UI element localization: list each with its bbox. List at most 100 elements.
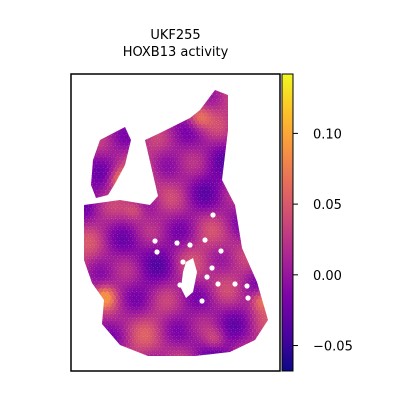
spot	[113, 116, 119, 122]
spot	[92, 328, 98, 333]
tissue-gap	[245, 295, 251, 301]
spot	[241, 236, 247, 242]
spot	[128, 185, 133, 191]
spot	[201, 328, 207, 333]
spot	[84, 335, 85, 341]
spot	[235, 189, 240, 195]
spot	[197, 94, 203, 100]
spot	[247, 90, 253, 93]
spot	[128, 222, 133, 228]
spot	[251, 226, 257, 231]
spot	[117, 255, 123, 260]
spot	[195, 324, 200, 330]
spot	[107, 288, 112, 293]
spot	[260, 320, 266, 326]
spot	[140, 266, 146, 271]
spot	[195, 98, 200, 103]
spot	[203, 302, 209, 308]
spot	[235, 335, 240, 341]
spot	[155, 284, 161, 290]
spot	[266, 185, 268, 191]
spot	[163, 320, 169, 326]
spot	[165, 207, 171, 213]
spot	[132, 266, 137, 271]
spot	[84, 233, 89, 238]
spot	[203, 324, 209, 330]
spot	[119, 302, 125, 308]
spot	[78, 171, 83, 176]
spot	[134, 277, 140, 282]
spot	[258, 229, 263, 235]
spot	[269, 168, 274, 173]
spot	[186, 178, 192, 184]
spot	[123, 273, 129, 279]
spot	[209, 167, 215, 173]
spot	[264, 138, 268, 144]
spot	[269, 87, 274, 92]
spot	[247, 123, 253, 129]
spot	[224, 324, 230, 330]
spot	[210, 357, 215, 362]
spot	[149, 317, 154, 322]
spot	[142, 255, 148, 260]
spot	[254, 324, 259, 330]
spot	[136, 156, 142, 162]
spot	[153, 163, 158, 169]
spot	[214, 160, 219, 165]
spot	[239, 335, 245, 341]
spot	[256, 335, 261, 341]
spot	[159, 211, 165, 217]
spot	[151, 277, 156, 282]
spot	[241, 295, 247, 301]
spot	[216, 84, 221, 89]
spot	[115, 324, 121, 330]
spot	[140, 222, 146, 228]
spot	[115, 215, 121, 220]
spot	[266, 163, 268, 169]
spot	[104, 204, 110, 209]
spot	[121, 277, 127, 282]
spot	[224, 200, 230, 206]
spot	[226, 218, 232, 224]
spot	[119, 156, 125, 162]
spot	[216, 229, 221, 235]
spot	[245, 207, 251, 213]
spot	[246, 84, 251, 89]
spot	[214, 196, 219, 202]
spot	[117, 233, 123, 238]
spot	[195, 295, 200, 301]
spot	[237, 317, 242, 322]
spot	[117, 182, 123, 187]
spot	[84, 284, 89, 290]
spot	[98, 295, 104, 301]
spot	[134, 109, 140, 114]
spot	[214, 247, 219, 253]
spot	[228, 324, 234, 330]
spot	[228, 331, 234, 337]
spot	[260, 291, 266, 297]
spot	[140, 353, 146, 356]
spot	[92, 116, 98, 122]
spot	[146, 109, 152, 114]
spot	[163, 342, 169, 348]
spot	[92, 320, 98, 326]
spot	[117, 109, 123, 114]
spot	[216, 163, 221, 169]
spot	[155, 167, 161, 173]
spot	[222, 131, 228, 136]
spot	[146, 342, 152, 348]
spot	[188, 123, 194, 129]
spot	[251, 328, 257, 333]
spot	[111, 200, 116, 206]
spot	[160, 357, 165, 362]
spot	[208, 84, 213, 89]
spot	[245, 149, 251, 155]
spot	[186, 127, 192, 133]
spot	[167, 342, 173, 348]
spot	[201, 167, 207, 173]
spot	[140, 339, 146, 344]
spot	[212, 193, 217, 198]
spot	[191, 98, 196, 103]
spot	[86, 142, 91, 147]
spot	[247, 101, 253, 107]
